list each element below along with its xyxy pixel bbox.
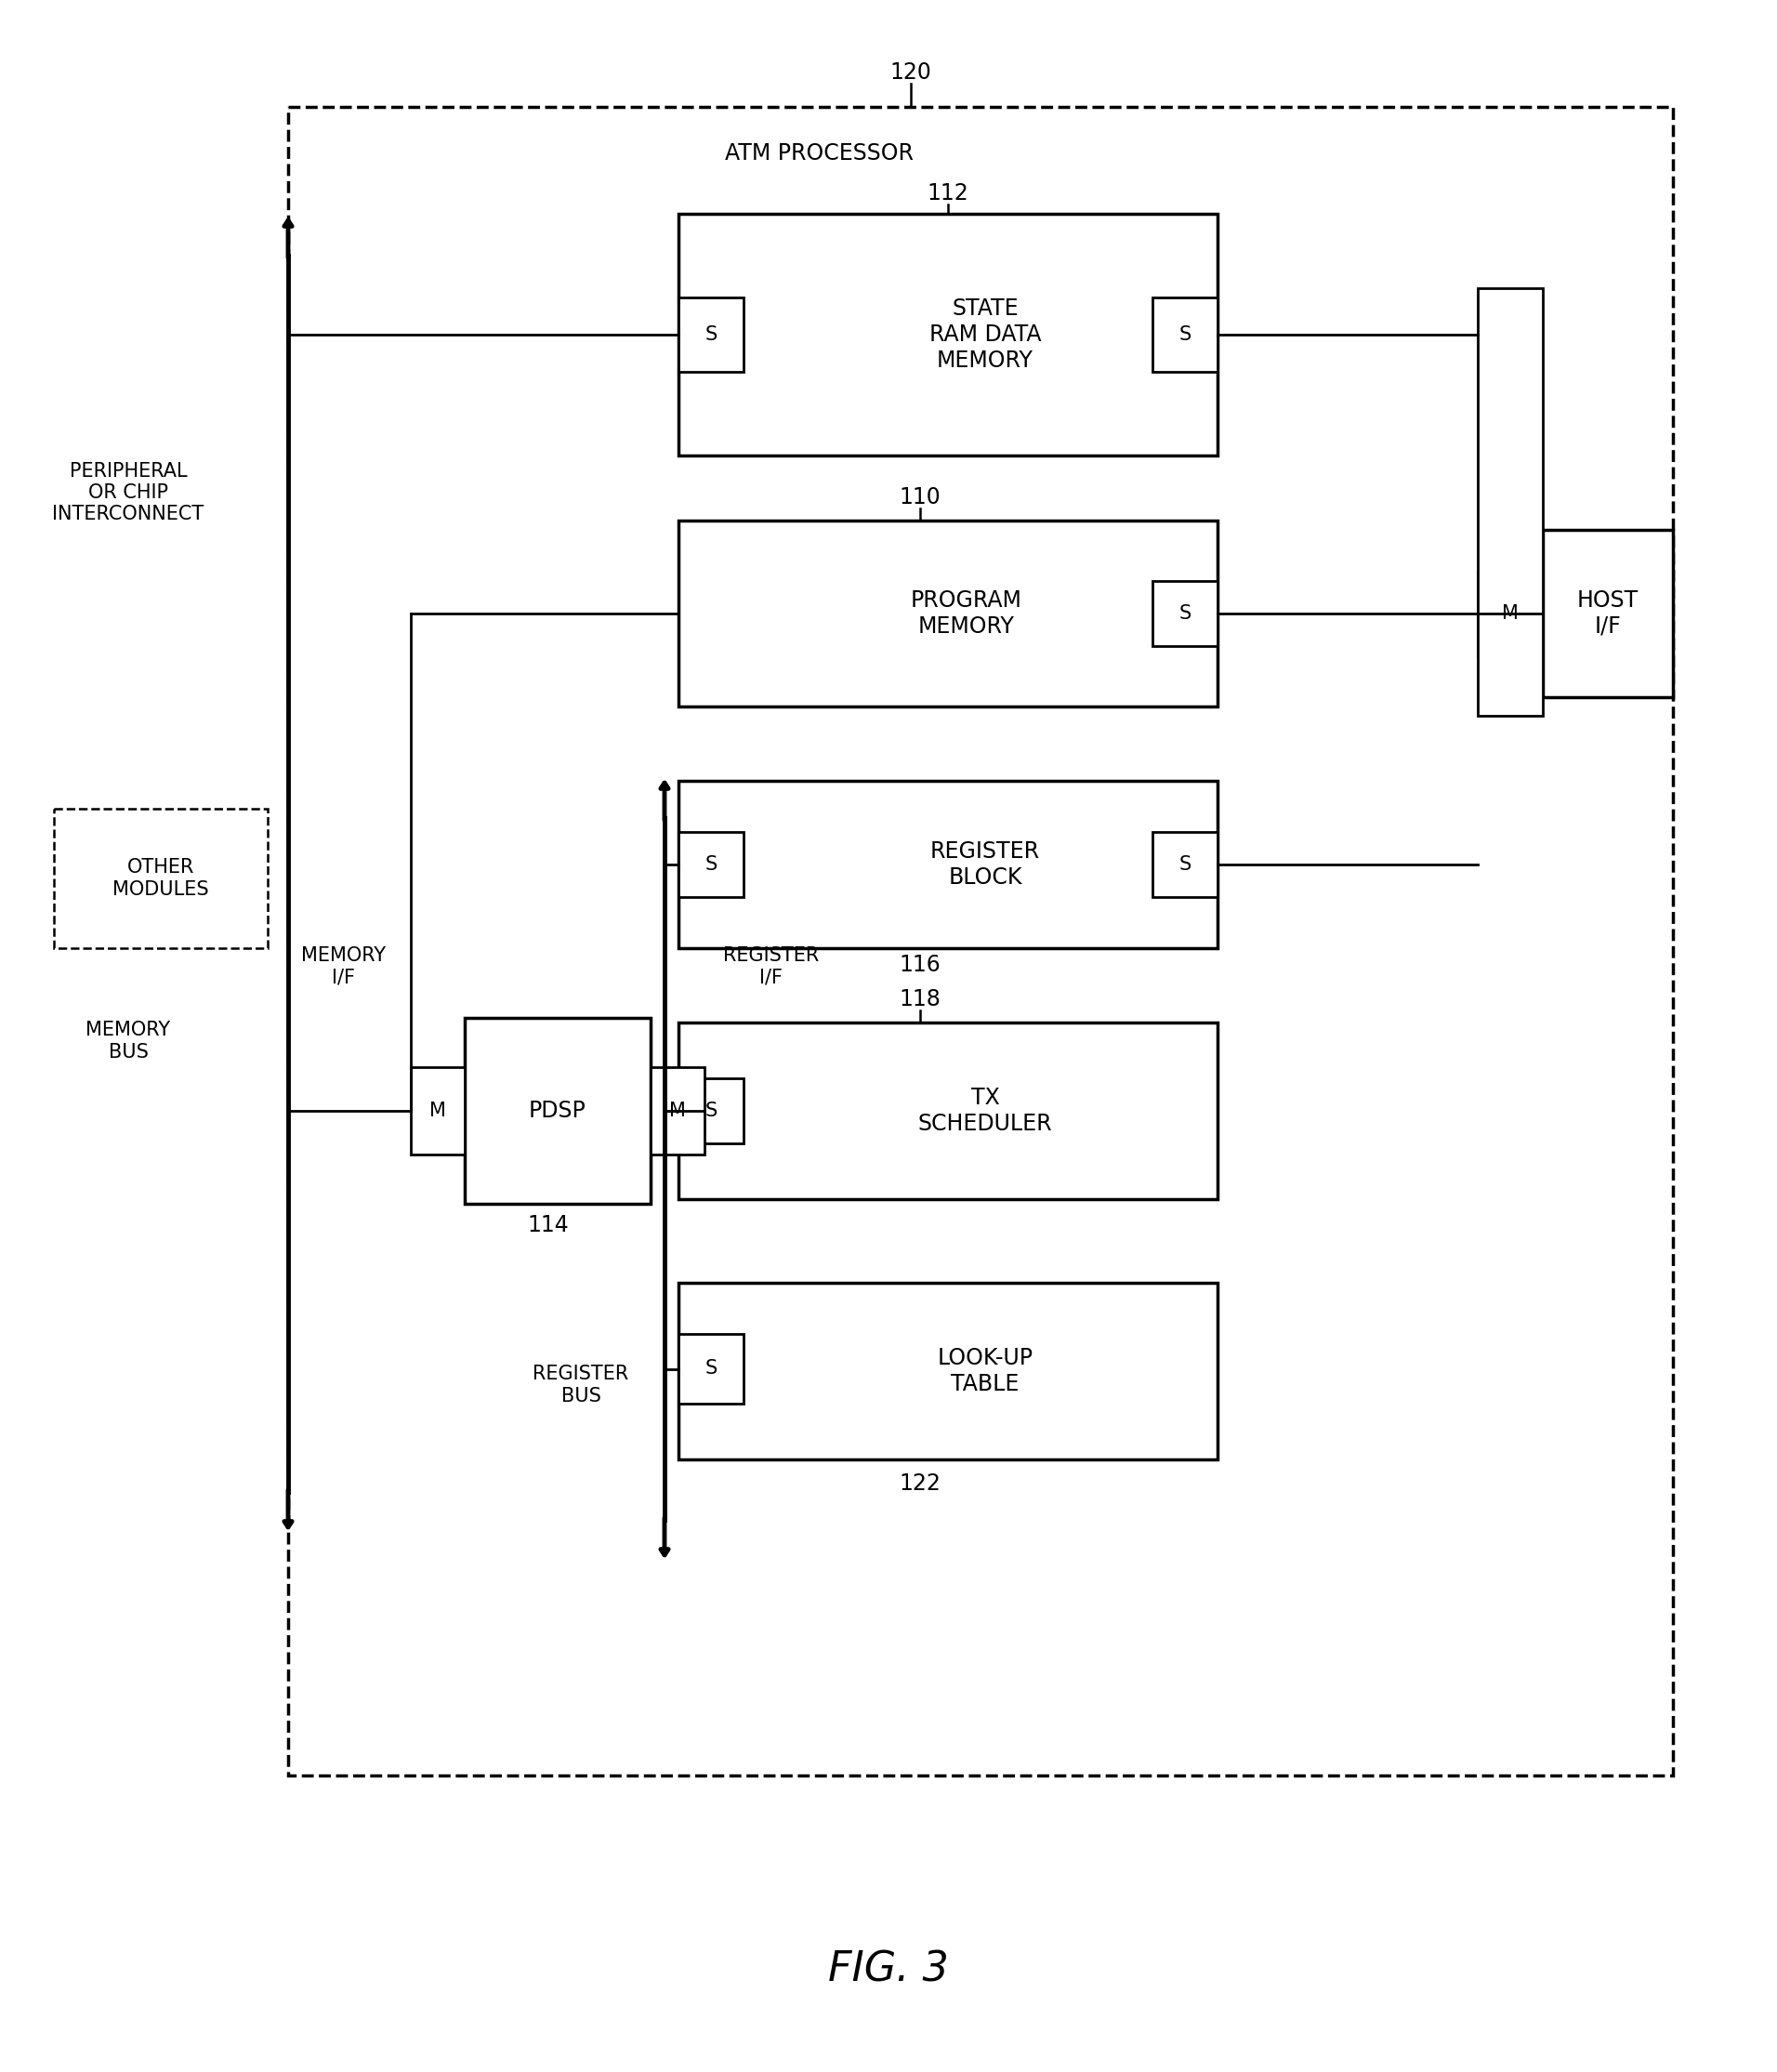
Bar: [466, 1017, 650, 1204]
Text: PERIPHERAL
OR CHIP
INTERCONNECT: PERIPHERAL OR CHIP INTERCONNECT: [52, 462, 204, 524]
Text: 114: 114: [528, 1214, 569, 1237]
Text: S: S: [1178, 605, 1191, 624]
Text: TX
SCHEDULER: TX SCHEDULER: [919, 1086, 1052, 1135]
Bar: [1153, 580, 1217, 646]
Bar: [1153, 833, 1217, 897]
Bar: [679, 1021, 1217, 1200]
Text: 110: 110: [899, 487, 940, 508]
Bar: [1478, 288, 1542, 715]
Bar: [1153, 298, 1217, 371]
Bar: [679, 1283, 1217, 1459]
Text: 122: 122: [899, 1473, 942, 1494]
Text: HOST
I/F: HOST I/F: [1576, 588, 1638, 638]
Bar: [679, 1077, 743, 1144]
Text: 116: 116: [899, 953, 940, 976]
Text: S: S: [705, 1359, 718, 1378]
Text: M: M: [670, 1102, 686, 1121]
Text: S: S: [705, 856, 718, 874]
Text: ATM PROCESSOR: ATM PROCESSOR: [725, 143, 913, 164]
Text: 112: 112: [928, 182, 968, 205]
Text: M: M: [1502, 605, 1519, 624]
Text: LOOK-UP
TABLE: LOOK-UP TABLE: [936, 1347, 1032, 1394]
Bar: [679, 520, 1217, 707]
Text: REGISTER
I/F: REGISTER I/F: [723, 947, 819, 986]
Bar: [1478, 572, 1542, 655]
Text: S: S: [705, 325, 718, 344]
Text: 120: 120: [890, 62, 931, 83]
Bar: [679, 213, 1217, 456]
Bar: [1542, 530, 1672, 696]
Text: PDSP: PDSP: [530, 1100, 586, 1121]
Bar: [679, 298, 743, 371]
Bar: [288, 108, 1672, 1776]
Text: S: S: [1178, 856, 1191, 874]
Text: S: S: [1178, 325, 1191, 344]
Text: REGISTER
BLOCK: REGISTER BLOCK: [931, 841, 1040, 889]
Text: S: S: [705, 1102, 718, 1121]
Bar: [650, 1067, 704, 1154]
Text: STATE
RAM DATA
MEMORY: STATE RAM DATA MEMORY: [929, 298, 1041, 371]
Text: MEMORY
BUS: MEMORY BUS: [85, 1021, 171, 1061]
Bar: [53, 808, 268, 949]
Text: FIG. 3: FIG. 3: [828, 1950, 949, 1989]
Bar: [410, 1067, 466, 1154]
Bar: [679, 1334, 743, 1403]
Bar: [679, 781, 1217, 949]
Text: REGISTER
BUS: REGISTER BUS: [533, 1365, 629, 1405]
Text: OTHER
MODULES: OTHER MODULES: [112, 858, 210, 899]
Text: PROGRAM
MEMORY: PROGRAM MEMORY: [912, 588, 1022, 638]
Text: M: M: [430, 1102, 446, 1121]
Bar: [679, 833, 743, 897]
Text: MEMORY
I/F: MEMORY I/F: [302, 947, 386, 986]
Text: 118: 118: [899, 988, 942, 1011]
